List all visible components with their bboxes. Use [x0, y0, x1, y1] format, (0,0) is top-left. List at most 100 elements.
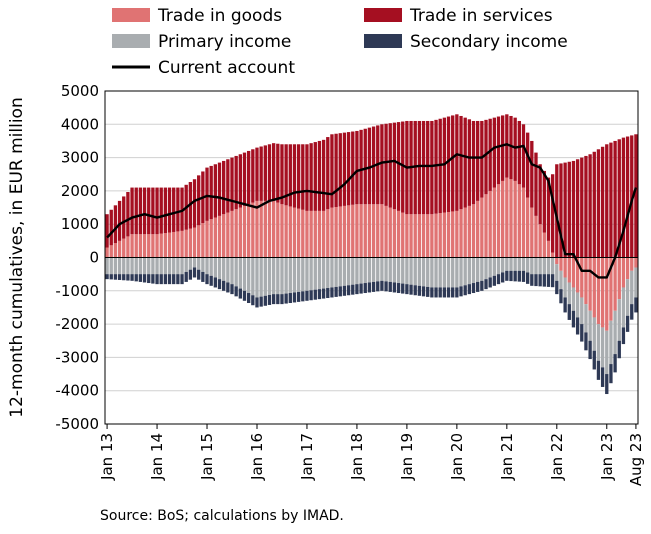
bar-primary-income: [330, 257, 334, 288]
bar-secondary-income: [213, 277, 218, 288]
bar-primary-income: [451, 257, 455, 288]
bar-primary-income: [122, 257, 126, 275]
bar-trade-in-goods: [234, 209, 238, 258]
bar-primary-income: [309, 257, 313, 291]
bar-primary-income: [467, 257, 472, 285]
bar-trade-in-goods: [242, 205, 247, 258]
bar-trade-in-goods: [396, 210, 401, 258]
bar-trade-in-goods: [634, 257, 638, 268]
bar-trade-in-services: [484, 119, 488, 195]
bar-trade-in-goods: [267, 200, 272, 258]
bar-trade-in-services: [496, 116, 501, 185]
bar-secondary-income: [605, 374, 609, 395]
bar-trade-in-goods: [392, 209, 397, 258]
bar-secondary-income: [205, 274, 209, 285]
bar-primary-income: [238, 257, 242, 289]
bar-secondary-income: [184, 271, 188, 282]
bar-trade-in-goods: [380, 204, 384, 258]
bar-primary-income: [163, 257, 168, 275]
bar-trade-in-goods: [109, 245, 113, 258]
bar-secondary-income: [625, 315, 630, 332]
bar-primary-income: [442, 257, 447, 288]
bar-trade-in-services: [271, 143, 276, 201]
bar-secondary-income: [305, 290, 309, 301]
bar-trade-in-goods: [138, 234, 143, 258]
bar-trade-in-goods: [351, 204, 355, 258]
bar-primary-income: [351, 257, 355, 285]
bar-secondary-income: [542, 274, 546, 287]
bar-trade-in-goods: [330, 207, 334, 258]
bar-secondary-income: [151, 274, 155, 284]
x-tick-label: Jan 17: [298, 433, 316, 481]
bar-trade-in-goods: [442, 212, 447, 258]
bar-primary-income: [588, 310, 592, 341]
bar-trade-in-goods: [201, 223, 205, 258]
bar-trade-in-services: [134, 187, 138, 235]
bar-primary-income: [413, 257, 417, 286]
bar-primary-income: [521, 257, 526, 271]
bar-primary-income: [313, 257, 317, 290]
bar-primary-income: [596, 324, 601, 361]
bar-trade-in-services: [155, 187, 159, 235]
bar-primary-income: [246, 257, 251, 294]
bar-trade-in-goods: [309, 210, 313, 258]
y-tick-label: 2000: [61, 182, 99, 200]
bar-trade-in-services: [596, 149, 601, 258]
bar-secondary-income: [138, 274, 143, 282]
bar-trade-in-services: [246, 150, 251, 205]
bar-trade-in-goods: [313, 210, 317, 258]
bar-trade-in-goods: [238, 207, 242, 258]
bar-trade-in-goods: [296, 208, 301, 258]
bar-primary-income: [605, 330, 609, 375]
bar-primary-income: [405, 257, 409, 285]
bar-trade-in-goods: [426, 214, 430, 258]
bar-trade-in-goods: [596, 257, 601, 325]
bar-trade-in-goods: [367, 204, 372, 258]
bar-secondary-income: [142, 274, 147, 283]
bar-trade-in-services: [592, 151, 596, 258]
bar-primary-income: [342, 257, 347, 286]
bar-trade-in-goods: [592, 257, 596, 318]
bar-trade-in-services: [538, 164, 542, 225]
bar-trade-in-services: [276, 143, 280, 203]
bar-trade-in-goods: [180, 230, 184, 258]
bar-trade-in-goods: [213, 217, 218, 258]
bar-primary-income: [205, 257, 209, 275]
bar-primary-income: [267, 257, 272, 295]
bar-primary-income: [438, 257, 442, 288]
bar-secondary-income: [176, 274, 180, 285]
bar-secondary-income: [476, 281, 480, 292]
bar-secondary-income: [413, 285, 417, 296]
bar-primary-income: [326, 257, 330, 289]
bar-secondary-income: [575, 317, 580, 335]
bar-trade-in-services: [471, 120, 476, 205]
bar-trade-in-services: [534, 152, 538, 216]
bar-trade-in-goods: [588, 257, 592, 311]
bar-trade-in-services: [109, 209, 113, 246]
bar-primary-income: [459, 257, 463, 287]
bar-trade-in-services: [625, 136, 630, 258]
bar-primary-income: [138, 257, 143, 275]
bar-trade-in-goods: [384, 205, 388, 258]
bar-secondary-income: [197, 269, 201, 280]
bar-trade-in-goods: [509, 179, 513, 258]
bar-secondary-income: [392, 282, 397, 293]
bar-primary-income: [209, 257, 213, 276]
bar-primary-income: [613, 310, 617, 355]
bar-trade-in-goods: [496, 184, 501, 258]
bar-trade-in-goods: [521, 187, 526, 258]
bar-trade-in-goods: [263, 200, 267, 258]
bar-trade-in-services: [367, 127, 372, 205]
bar-trade-in-goods: [501, 180, 505, 258]
bar-primary-income: [471, 257, 476, 284]
bar-trade-in-goods: [480, 197, 484, 258]
bar-trade-in-goods: [271, 200, 276, 258]
bar-primary-income: [167, 257, 172, 275]
bar-trade-in-services: [617, 139, 621, 258]
bar-primary-income: [147, 257, 151, 275]
bar-secondary-income: [280, 294, 284, 305]
x-tick-label: Jan 22: [548, 433, 566, 481]
bar-trade-in-goods: [113, 243, 118, 258]
bar-primary-income: [575, 292, 580, 318]
